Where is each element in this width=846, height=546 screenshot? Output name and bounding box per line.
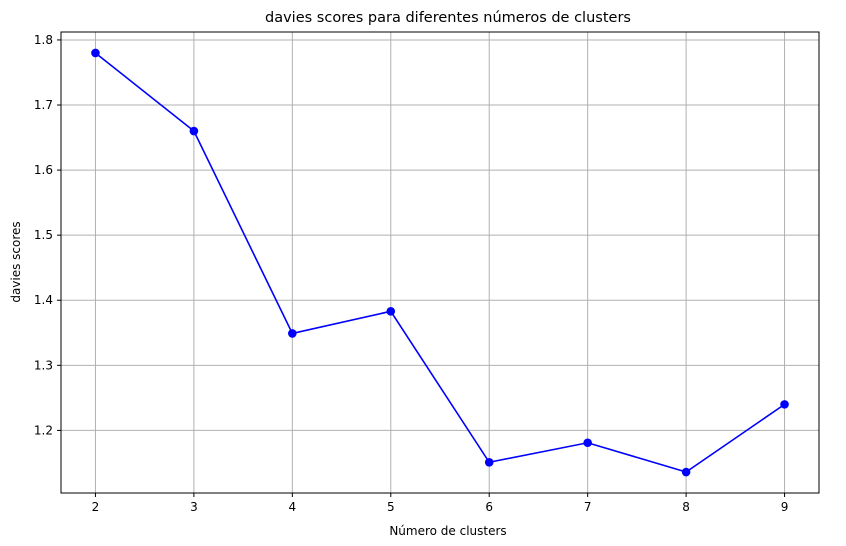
data-point (583, 438, 592, 448)
y-axis: 1.2 1.3 1.4 1.5 1.6 1.7 1.8 (34, 33, 61, 437)
x-tick-label: 2 (92, 500, 100, 514)
data-point (681, 467, 691, 477)
y-tick-label: 1.4 (34, 293, 53, 307)
data-point (484, 457, 494, 467)
x-tick-label: 4 (289, 500, 297, 514)
y-tick-label: 1.6 (34, 163, 53, 177)
data-point (386, 307, 396, 316)
grid (61, 32, 819, 493)
x-tick-label: 9 (781, 500, 789, 514)
chart-title: davies scores para diferentes números de… (265, 10, 631, 26)
data-point (189, 126, 199, 136)
data-point (288, 329, 297, 338)
plot-frame (60, 31, 820, 494)
x-tick-label: 6 (485, 500, 493, 514)
x-axis: 2 3 4 5 6 7 8 9 (92, 493, 789, 514)
x-tick-label: 3 (190, 500, 198, 514)
y-axis-label: davies scores (9, 221, 23, 302)
data-point (780, 400, 789, 409)
data-point (91, 48, 100, 58)
x-tick-label: 5 (387, 500, 395, 514)
y-tick-label: 1.7 (34, 98, 53, 112)
y-tick-label: 1.5 (34, 228, 53, 242)
series-line (94, 52, 785, 473)
x-tick-label: 7 (584, 500, 592, 514)
x-axis-label: Número de clusters (389, 524, 506, 538)
x-tick-label: 8 (682, 500, 690, 514)
series (91, 48, 789, 477)
plot-border (60, 31, 820, 494)
y-tick-label: 1.2 (34, 423, 53, 437)
y-tick-label: 1.3 (34, 358, 53, 372)
y-tick-label: 1.8 (34, 33, 53, 47)
